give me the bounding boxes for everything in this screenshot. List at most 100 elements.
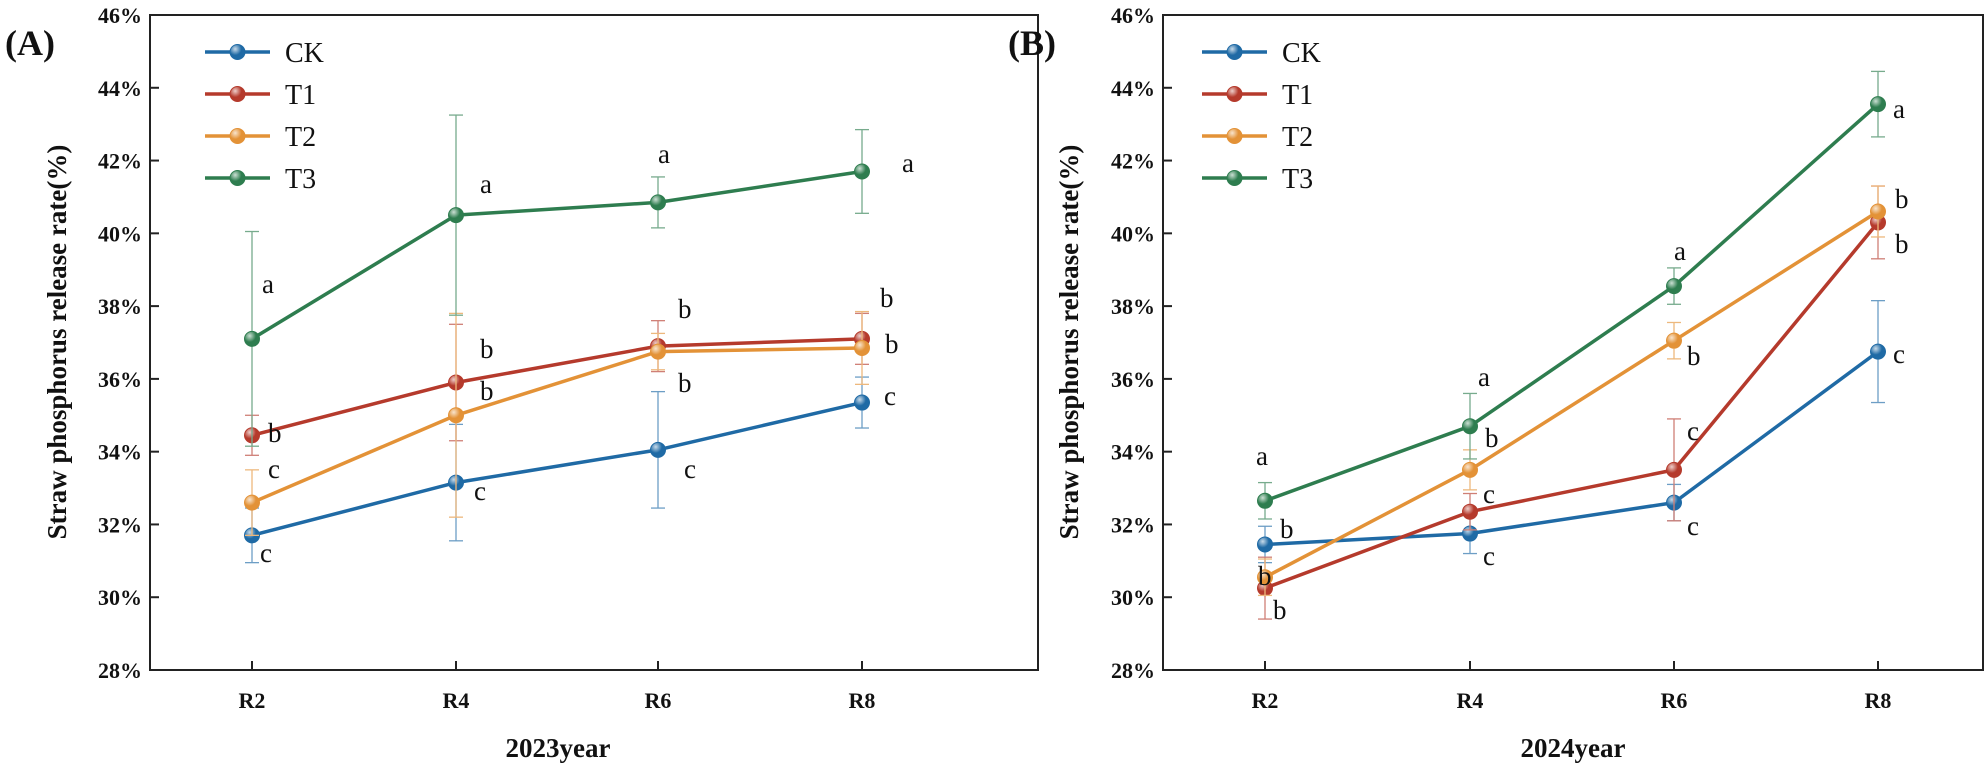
y-tick-label: 32% [1111, 512, 1155, 537]
legend-item-t3: T3 [1202, 164, 1313, 195]
data-point [650, 194, 666, 211]
y-tick-label: 46% [1111, 3, 1155, 28]
legend-item-t3: T3 [205, 164, 316, 195]
legend-label: CK [285, 38, 324, 69]
significance-letter: a [1256, 441, 1268, 471]
legend-label: T2 [285, 122, 316, 153]
panel-label: (B) [1008, 23, 1056, 63]
panel-label: (A) [5, 23, 55, 63]
significance-letter: b [480, 376, 494, 406]
significance-letter: c [884, 381, 896, 411]
data-point [1666, 278, 1682, 295]
legend-item-t2: T2 [1202, 122, 1313, 153]
significance-letter: b [480, 334, 494, 364]
significance-letter: b [1258, 561, 1272, 591]
data-point [650, 441, 666, 458]
significance-letter: a [480, 169, 492, 199]
significance-letter: c [1483, 541, 1495, 571]
series-line [1264, 221, 1880, 590]
significance-letter: c [474, 476, 486, 506]
significance-letter: b [1273, 595, 1287, 625]
panel-b: (B) Straw phosphorus release rate(%) 202… [1008, 3, 1984, 763]
significance-letter: c [684, 454, 696, 484]
series-t1: bbb b [244, 283, 894, 456]
legend-label: T3 [1282, 164, 1313, 195]
y-tick-label: 36% [98, 367, 142, 392]
significance-letter: c [1893, 339, 1905, 369]
legend-marker [1226, 170, 1243, 186]
legend-marker [1226, 86, 1243, 102]
series-t1: b c c b [1257, 185, 1909, 625]
legend-item-t2: T2 [205, 122, 316, 153]
data-point [1870, 203, 1886, 220]
series-ck: c c c c [244, 376, 896, 568]
legend-label: CK [1282, 38, 1321, 69]
y-tick-label: 46% [98, 3, 142, 28]
significance-letter: c [268, 454, 280, 484]
y-tick-label: 38% [98, 294, 142, 319]
significance-letter: a [1478, 362, 1490, 392]
significance-letter: b [268, 418, 282, 448]
data-point [244, 330, 260, 347]
significance-letter: a [262, 269, 274, 299]
x-tick-label: R4 [1457, 688, 1484, 713]
data-point [1257, 569, 1273, 586]
data-point [1666, 461, 1682, 478]
y-tick-label: 28% [1111, 658, 1155, 683]
significance-letter: b [678, 294, 692, 324]
x-tick-label: R8 [1865, 688, 1892, 713]
significance-letter: b [885, 329, 899, 359]
legend-marker [229, 170, 246, 186]
legend-marker [1226, 44, 1243, 60]
data-point [1870, 96, 1886, 113]
y-tick-label: 32% [98, 512, 142, 537]
significance-letter: c [260, 538, 272, 568]
x-axis-title: 2023year [506, 733, 611, 763]
data-point [1462, 461, 1478, 478]
significance-letter: b [1895, 229, 1909, 259]
y-tick-label: 34% [98, 440, 142, 465]
legend-item-t1: T1 [1202, 80, 1313, 111]
x-axis-title: 2024year [1521, 733, 1626, 763]
panel-a: (A) Straw phosphorus release rate(%) 202… [5, 3, 1039, 763]
significance-letter: b [880, 283, 894, 313]
data-point [1257, 536, 1273, 553]
x-tick-label: R2 [239, 688, 266, 713]
y-tick-label: 30% [98, 585, 142, 610]
y-tick-label: 44% [1111, 76, 1155, 101]
series-t3: a a a a [1256, 70, 1905, 520]
y-tick-label: 30% [1111, 585, 1155, 610]
y-tick-label: 42% [98, 149, 142, 174]
legend-item-ck: CK [205, 38, 324, 69]
significance-letter: c [1687, 416, 1699, 446]
series-line [251, 169, 863, 341]
data-point [1462, 418, 1478, 435]
y-tick-label: 34% [1111, 440, 1155, 465]
data-point [1257, 492, 1273, 509]
legend-label: T1 [1282, 80, 1313, 111]
legend-item-t1: T1 [205, 80, 316, 111]
significance-letter: a [1893, 94, 1905, 124]
series-line [1264, 210, 1879, 579]
series-line [251, 400, 863, 538]
data-point [448, 207, 464, 224]
series-line [1264, 102, 1880, 503]
legend-label: T1 [285, 80, 316, 111]
y-tick-label: 36% [1111, 367, 1155, 392]
series-line [251, 346, 863, 505]
x-tick-label: R4 [443, 688, 470, 713]
legend-marker [229, 128, 246, 144]
data-point [854, 394, 870, 411]
legend-marker [229, 86, 246, 102]
significance-letter: b [1485, 423, 1499, 453]
plot-frame [149, 14, 1039, 671]
significance-letter: c [1687, 511, 1699, 541]
data-point [854, 163, 870, 180]
legend-marker [229, 44, 246, 60]
data-point [1462, 503, 1478, 520]
data-point [650, 343, 666, 360]
y-tick-label: 28% [98, 658, 142, 683]
y-tick-label: 42% [1111, 149, 1155, 174]
significance-letter: b [678, 368, 692, 398]
x-tick-label: R6 [1661, 688, 1688, 713]
